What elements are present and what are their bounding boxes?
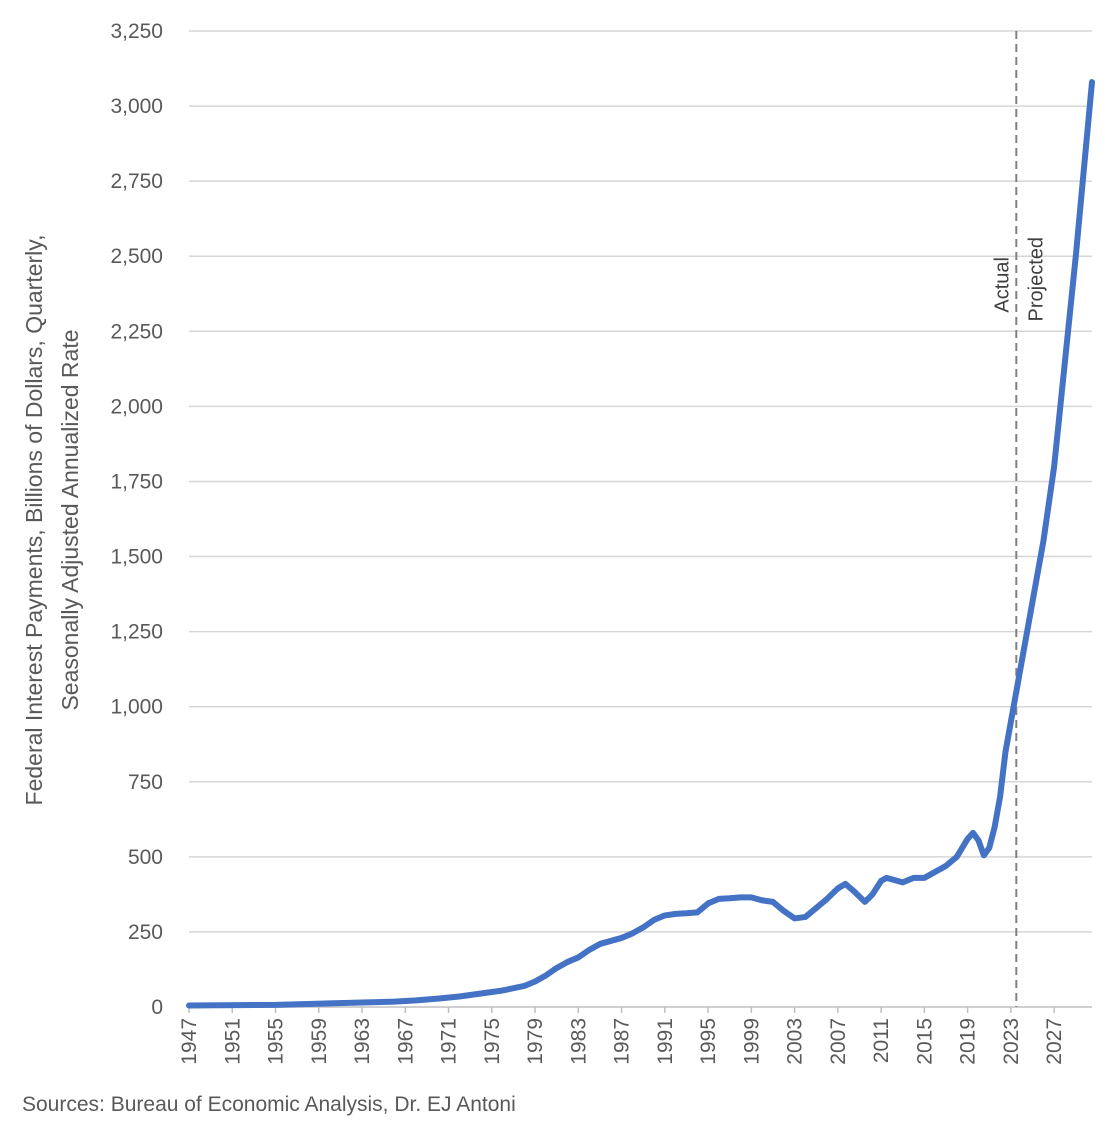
- divider-label-projected: Projected: [1025, 237, 1047, 322]
- y-axis-tick-labels: 0 250 500 750 1,000 1,250 1,500 1,750 2,000 2,250…: [110, 20, 163, 1019]
- y-tick-label: 0: [151, 996, 163, 1019]
- y-axis-label-line: Federal Interest Payments, Billions of D…: [21, 235, 47, 806]
- source-note: Sources: Bureau of Economic Analysis, Dr…: [22, 1093, 516, 1116]
- x-tick-label: 2023: [1000, 1018, 1023, 1065]
- x-tick-label: 1951: [221, 1018, 244, 1065]
- y-tick-label: 3,250: [110, 20, 163, 43]
- y-tick-label: 2,750: [110, 170, 163, 193]
- x-tick-label: 1959: [308, 1018, 331, 1065]
- y-tick-label: 1,000: [110, 696, 163, 719]
- y-tick-label: 2,500: [110, 245, 163, 268]
- x-tick-label: 2007: [827, 1018, 850, 1065]
- actual-projected-divider: Actual Projected: [991, 31, 1047, 1007]
- y-tick-label: 3,000: [110, 95, 163, 118]
- x-tick-label: 2003: [784, 1018, 807, 1065]
- y-tick-label: 2,000: [110, 395, 163, 418]
- y-tick-label: 750: [128, 771, 163, 794]
- x-tick-label: 2015: [913, 1018, 936, 1065]
- x-tick-label: 1987: [611, 1018, 634, 1065]
- y-axis-label-line: Seasonally Adjusted Annualized Rate: [57, 329, 83, 710]
- x-tick-label: 2027: [1043, 1018, 1066, 1065]
- y-tick-label: 2,250: [110, 320, 163, 343]
- x-tick-label: 1999: [740, 1018, 763, 1065]
- x-tick-label: 1967: [394, 1018, 417, 1065]
- y-tick-label: 500: [128, 846, 163, 869]
- gridlines: [189, 30, 1092, 933]
- y-axis-label: Federal Interest Payments, Billions of D…: [21, 235, 83, 806]
- x-tick-label: 1971: [438, 1018, 461, 1065]
- y-tick-label: 1,500: [110, 546, 163, 569]
- x-tick-label: 1995: [697, 1018, 720, 1065]
- y-tick-label: 1,750: [110, 470, 163, 493]
- x-tick-label: 1947: [178, 1018, 201, 1065]
- y-tick-label: 250: [128, 921, 163, 944]
- x-tick-label: 2019: [957, 1018, 980, 1065]
- x-tick-label: 1991: [654, 1018, 677, 1065]
- x-axis-tick-labels: 1947 1951 1955 1959 1963 1967 1971 1975 1979 1983…: [178, 1007, 1066, 1065]
- x-tick-label: 2011: [870, 1018, 893, 1063]
- x-tick-label: 1955: [265, 1018, 288, 1065]
- x-tick-label: 1975: [481, 1018, 504, 1065]
- x-tick-label: 1963: [351, 1018, 374, 1065]
- divider-label-actual: Actual: [991, 257, 1013, 313]
- x-tick-label: 1983: [567, 1018, 590, 1065]
- x-tick-label: 1979: [524, 1018, 547, 1065]
- series-line-interest-payments: [186, 79, 1095, 1009]
- y-tick-label: 1,250: [110, 621, 163, 644]
